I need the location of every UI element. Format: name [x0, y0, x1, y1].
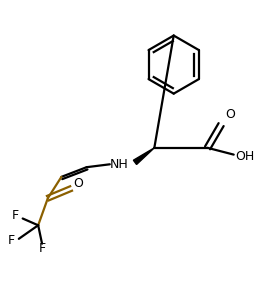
Text: O: O: [225, 108, 235, 121]
Text: F: F: [11, 209, 18, 222]
Text: OH: OH: [236, 150, 255, 163]
Text: F: F: [39, 242, 46, 255]
Text: O: O: [73, 177, 83, 190]
Text: NH: NH: [110, 158, 129, 171]
Text: F: F: [8, 234, 15, 247]
Polygon shape: [133, 148, 154, 164]
